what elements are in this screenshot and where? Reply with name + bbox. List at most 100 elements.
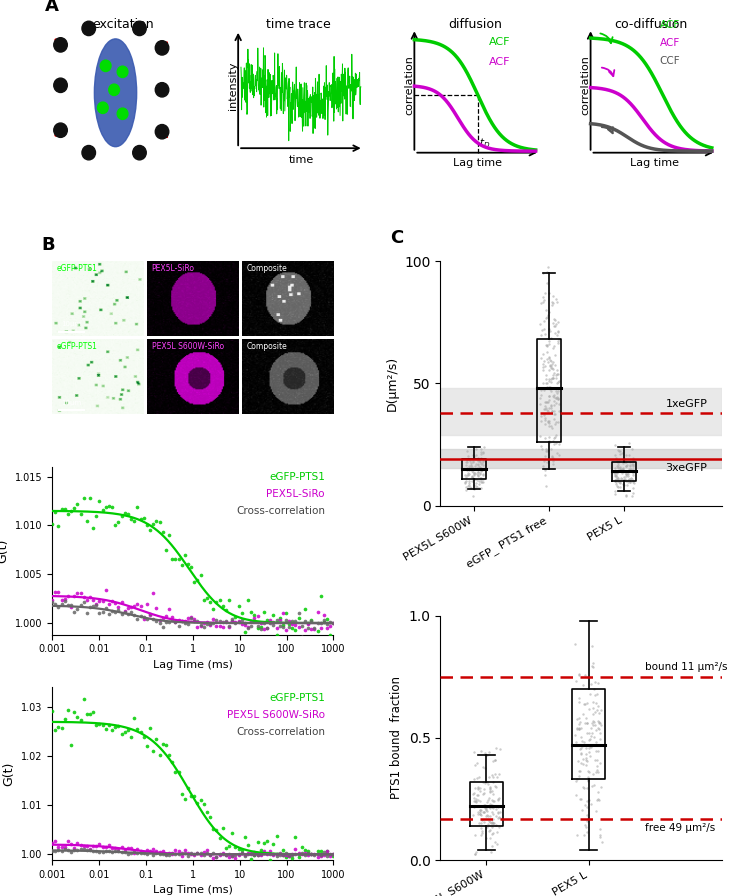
Point	[103, 844, 115, 858]
Point	[112, 603, 124, 617]
Point	[277, 617, 289, 632]
Point	[473, 816, 485, 831]
Point	[242, 619, 254, 633]
Point	[570, 735, 582, 749]
Point	[627, 466, 639, 480]
Point	[478, 815, 490, 830]
Point	[613, 444, 625, 458]
Point	[471, 755, 483, 770]
Point	[261, 620, 273, 634]
Point	[465, 458, 477, 472]
Point	[90, 718, 102, 732]
Point	[574, 742, 586, 756]
Point	[62, 843, 74, 857]
Point	[109, 518, 121, 532]
Point	[569, 637, 581, 651]
Point	[302, 844, 314, 858]
Point	[173, 618, 185, 633]
Point	[157, 737, 169, 751]
Point	[475, 808, 487, 823]
Point	[594, 755, 606, 770]
Point	[613, 453, 625, 468]
Point	[106, 840, 118, 855]
Point	[626, 457, 638, 471]
Point	[483, 814, 495, 829]
Point	[97, 840, 109, 854]
Point	[283, 849, 295, 864]
Point	[610, 451, 622, 465]
Point	[612, 470, 623, 485]
Point	[545, 401, 557, 415]
Point	[591, 676, 603, 690]
Point	[468, 790, 480, 805]
Point	[318, 607, 330, 622]
Point	[226, 849, 238, 863]
Point	[549, 358, 561, 373]
Point	[540, 443, 552, 457]
Point	[552, 392, 564, 406]
Point	[541, 339, 553, 353]
Point	[324, 849, 336, 863]
Point	[624, 458, 636, 472]
Point	[211, 823, 222, 837]
Point	[486, 798, 498, 813]
Point	[493, 811, 504, 825]
Point	[617, 477, 629, 491]
Point	[119, 725, 131, 739]
Point	[100, 721, 112, 736]
Point	[475, 745, 487, 759]
Point	[468, 449, 480, 463]
Point	[90, 839, 102, 853]
Point	[552, 392, 564, 406]
Point	[461, 469, 472, 483]
Point	[583, 765, 594, 780]
Point	[623, 471, 635, 486]
Point	[571, 788, 583, 803]
Point	[460, 458, 472, 472]
Point	[587, 694, 599, 709]
Point	[271, 613, 283, 627]
Point	[589, 705, 601, 719]
Point	[581, 800, 593, 814]
Point	[138, 847, 150, 861]
Point	[274, 846, 286, 860]
Point	[468, 793, 480, 807]
Point	[467, 453, 479, 468]
Point	[487, 825, 499, 840]
Point	[465, 455, 477, 470]
Point	[475, 471, 487, 486]
Point	[545, 442, 557, 456]
Point	[492, 793, 504, 807]
Point	[71, 496, 83, 511]
Point	[609, 478, 621, 492]
Point	[536, 323, 548, 337]
Point	[112, 719, 124, 734]
Point	[543, 337, 555, 351]
Point	[74, 507, 86, 521]
Text: bound 11 μm²/s: bound 11 μm²/s	[645, 662, 728, 672]
Point	[135, 724, 147, 738]
Point	[115, 595, 127, 609]
Point	[589, 730, 600, 745]
Point	[135, 844, 147, 858]
Point	[138, 845, 150, 859]
Point	[182, 781, 194, 796]
Text: co-diffusion: co-diffusion	[615, 18, 687, 31]
Point	[540, 444, 552, 458]
Point	[473, 473, 485, 487]
Point	[553, 437, 565, 452]
Point	[543, 286, 555, 300]
Point	[479, 797, 491, 812]
Point	[74, 586, 86, 600]
Point	[289, 614, 301, 628]
Point	[251, 849, 263, 863]
Point	[264, 616, 276, 630]
Point	[81, 839, 93, 853]
Point	[324, 861, 336, 875]
Point	[251, 848, 263, 862]
Point	[477, 468, 489, 482]
Point	[296, 630, 308, 644]
Point	[277, 606, 289, 620]
Point	[480, 801, 492, 815]
Point	[590, 723, 602, 737]
